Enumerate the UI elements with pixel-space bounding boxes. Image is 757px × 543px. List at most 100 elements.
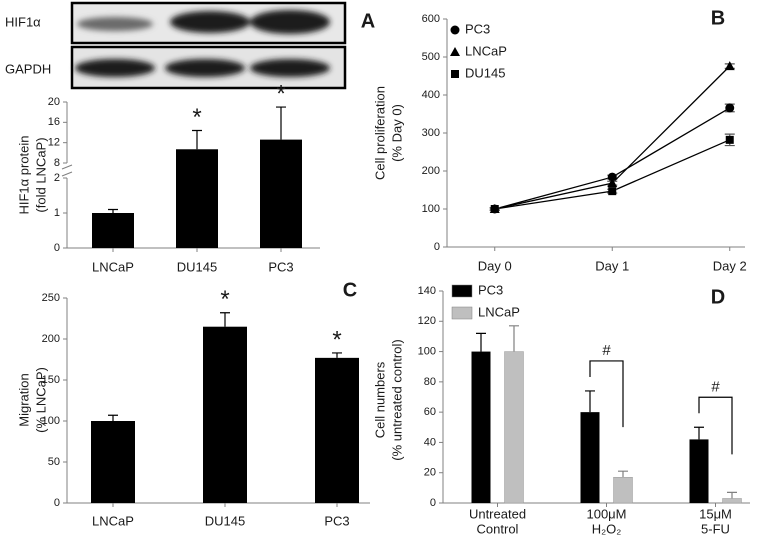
y-tick-label: 20 xyxy=(48,96,60,108)
y-tick-label: 8 xyxy=(54,157,60,169)
point xyxy=(725,103,735,113)
error-bar xyxy=(618,470,628,478)
band xyxy=(77,17,153,31)
significance-mark: * xyxy=(332,326,341,353)
x-tick-label: 100μM xyxy=(586,506,626,521)
significance-mark: * xyxy=(276,80,285,107)
blot-label: HIF1α xyxy=(5,14,41,29)
significance-mark: # xyxy=(711,378,720,395)
significance-bracket xyxy=(589,360,624,428)
y-tick-label: 200 xyxy=(42,333,60,345)
point xyxy=(490,205,499,213)
y-axis-label: (% Day 0) xyxy=(389,104,404,162)
error-bar xyxy=(727,491,737,499)
legend-marker xyxy=(450,47,460,56)
x-tick-label: DU145 xyxy=(177,259,217,274)
y-tick-label: 100 xyxy=(422,203,440,215)
band xyxy=(250,59,330,77)
x-tick-label: Day 2 xyxy=(713,258,747,273)
y-tick-label: 12 xyxy=(48,137,60,149)
error-bar xyxy=(220,312,230,327)
bar xyxy=(203,326,247,503)
bar xyxy=(722,498,742,504)
y-tick-label: 400 xyxy=(422,89,440,101)
y-axis-label: Cell numbers xyxy=(372,361,387,438)
legend-label: PC3 xyxy=(465,21,490,36)
error-bar xyxy=(509,325,519,352)
point xyxy=(607,178,618,188)
legend-label: LNCaP xyxy=(465,43,507,58)
x-tick-label: PC3 xyxy=(324,513,349,528)
x-tick-label: DU145 xyxy=(205,513,245,528)
x-tick-label: Control xyxy=(477,521,519,536)
band xyxy=(165,59,245,77)
y-tick-label: 100 xyxy=(42,415,60,427)
y-tick-label: 100 xyxy=(418,345,436,357)
y-tick-label: 600 xyxy=(422,13,440,25)
bar xyxy=(315,357,359,503)
bar xyxy=(504,351,524,504)
axis-break xyxy=(61,171,73,177)
x-tick-label: PC3 xyxy=(268,259,293,274)
point xyxy=(608,187,617,196)
y-tick-label: 0 xyxy=(434,241,440,253)
error-bar xyxy=(276,106,286,140)
bar xyxy=(580,412,600,503)
error-bar xyxy=(108,208,118,213)
x-tick-label: H₂O₂ xyxy=(592,521,622,536)
point xyxy=(725,135,734,144)
bar xyxy=(91,421,135,503)
y-tick-label: 140 xyxy=(418,285,436,297)
significance-mark: * xyxy=(220,286,229,313)
blot-label: GAPDH xyxy=(5,61,51,76)
legend-marker xyxy=(450,25,460,35)
x-tick-label: 5-FU xyxy=(701,521,730,536)
y-tick-label: 1 xyxy=(54,207,60,219)
x-tick-label: 15μM xyxy=(699,506,732,521)
point xyxy=(724,61,735,71)
band xyxy=(250,10,330,34)
bar xyxy=(689,439,709,503)
significance-mark: * xyxy=(192,104,201,131)
significance-mark: # xyxy=(602,342,611,359)
legend-label: DU145 xyxy=(465,65,505,80)
y-axis-label: Migration xyxy=(16,373,31,426)
error-bar xyxy=(585,390,595,413)
legend-marker xyxy=(451,70,459,78)
bar xyxy=(471,351,491,503)
y-tick-label: 50 xyxy=(48,456,60,468)
y-axis-label: HIF1α protein xyxy=(16,135,31,214)
point xyxy=(607,172,617,182)
y-tick-label: 500 xyxy=(422,51,440,63)
legend-swatch xyxy=(451,306,473,320)
y-tick-label: 300 xyxy=(422,127,440,139)
y-tick-label: 40 xyxy=(424,436,436,448)
panel-letter: D xyxy=(711,286,725,308)
legend-label: PC3 xyxy=(478,282,503,297)
western-blot: HIF1α GAPDH xyxy=(5,1,347,90)
y-axis-label: (% untreated control) xyxy=(389,339,404,460)
y-tick-label: 60 xyxy=(424,406,436,418)
significance-bracket xyxy=(698,396,733,455)
panel-letter: B xyxy=(711,7,725,29)
panel-letter: C xyxy=(343,279,357,301)
x-tick-label: LNCaP xyxy=(92,259,134,274)
error-bar xyxy=(694,426,704,440)
y-tick-label: 150 xyxy=(42,374,60,386)
legend-swatch xyxy=(451,284,473,298)
band xyxy=(170,11,250,33)
band xyxy=(75,59,155,77)
x-tick-label: LNCaP xyxy=(92,513,134,528)
error-bar xyxy=(192,129,202,150)
bar xyxy=(92,213,134,248)
bar xyxy=(613,477,633,504)
bar xyxy=(176,149,218,248)
y-tick-label: 20 xyxy=(424,467,436,479)
bar xyxy=(260,139,302,248)
x-tick-label: Day 1 xyxy=(595,258,629,273)
y-tick-label: 120 xyxy=(418,315,436,327)
y-tick-label: 250 xyxy=(42,292,60,304)
y-tick-label: 0 xyxy=(54,242,60,254)
